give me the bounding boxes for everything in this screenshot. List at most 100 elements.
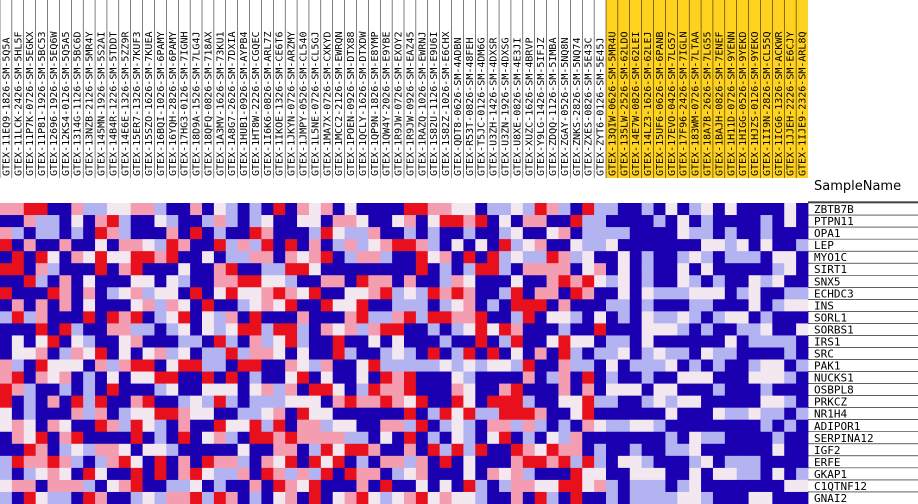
heatmap-cell	[712, 275, 726, 288]
heatmap-cell	[11, 419, 25, 433]
heatmap-cell	[606, 419, 619, 433]
heatmap-cell	[510, 311, 524, 324]
heatmap-cell	[308, 311, 322, 324]
heatmap-cell	[475, 479, 488, 493]
gene-label: OPA1	[814, 227, 841, 240]
heatmap-cell	[451, 443, 464, 457]
heatmap-cell	[617, 227, 631, 240]
heatmap-cell	[629, 227, 643, 240]
heatmap-cell	[368, 371, 381, 384]
heatmap-cell	[475, 407, 488, 421]
heatmap-cell	[0, 299, 13, 312]
heatmap-cell	[796, 215, 809, 228]
heatmap-cell	[35, 323, 48, 336]
heatmap-cell	[71, 287, 84, 300]
heatmap-cell	[665, 323, 678, 336]
heatmap-cell	[0, 239, 13, 252]
heatmap-cell	[724, 287, 738, 300]
heatmap-cell	[344, 407, 357, 421]
heatmap-cell	[475, 335, 488, 348]
heatmap-cell	[225, 299, 239, 312]
heatmap-cell	[641, 227, 654, 240]
heatmap-cell	[308, 239, 322, 252]
heatmap-cell	[736, 455, 749, 469]
sample-label: GTEX-13QIW-0626-SM-5MR4U	[607, 32, 618, 177]
heatmap-cell	[320, 395, 334, 409]
heatmap-cell	[629, 491, 643, 504]
heatmap-cell	[356, 359, 369, 372]
heatmap-cell	[142, 419, 155, 433]
heatmap-cell	[784, 371, 797, 384]
heatmap-cell	[796, 239, 809, 252]
heatmap-cell	[463, 275, 476, 288]
heatmap-cell	[83, 395, 96, 409]
heatmap-cell	[463, 479, 476, 493]
heatmap-cell	[724, 239, 738, 252]
heatmap-cell	[510, 383, 524, 397]
heatmap-cell	[261, 227, 274, 240]
heatmap-cell	[463, 299, 476, 312]
heatmap-cell	[35, 443, 48, 457]
heatmap-cell	[225, 275, 239, 288]
heatmap-cell	[166, 323, 179, 336]
heatmap-cell	[380, 311, 393, 324]
heatmap-cell	[427, 239, 441, 252]
heatmap-cell	[297, 275, 310, 288]
heatmap-cell	[320, 323, 334, 336]
heatmap-cell	[677, 215, 690, 228]
heatmap-cell	[760, 407, 773, 421]
heatmap-cell	[653, 287, 666, 300]
heatmap-cell	[118, 299, 132, 312]
heatmap-cell	[380, 479, 393, 493]
heatmap-cell	[249, 359, 262, 372]
heatmap-cell	[665, 287, 678, 300]
heatmap-cell	[653, 359, 666, 372]
heatmap-cell	[130, 239, 143, 252]
heatmap-cell	[95, 215, 108, 228]
heatmap-cell	[784, 215, 797, 228]
heatmap-cell	[748, 287, 761, 300]
heatmap-cell	[368, 359, 381, 372]
heatmap-cell	[166, 407, 179, 421]
heatmap-cell	[427, 287, 441, 300]
heatmap-cell	[558, 347, 571, 360]
heatmap-cell	[510, 443, 524, 457]
heatmap-cell	[106, 383, 120, 397]
sample-label: GTEX-U3ZH-1426-SM-4DXSR	[489, 37, 500, 176]
heatmap-cell	[344, 347, 357, 360]
heatmap-cell	[617, 215, 631, 228]
heatmap-cell	[202, 455, 215, 469]
heatmap-cell	[606, 311, 619, 324]
heatmap-cell	[796, 443, 809, 457]
heatmap-cell	[796, 479, 809, 493]
heatmap-cell	[522, 203, 536, 216]
heatmap-cell	[522, 335, 536, 348]
heatmap-cell	[249, 407, 262, 421]
heatmap-cell	[772, 323, 785, 336]
heatmap-cell	[475, 467, 488, 481]
heatmap-cell	[712, 407, 726, 421]
heatmap-cell	[154, 203, 167, 216]
heatmap-cell	[71, 491, 84, 504]
heatmap-cell	[487, 299, 500, 312]
heatmap-cell	[166, 299, 179, 312]
heatmap-cell	[629, 323, 643, 336]
heatmap-cell	[178, 467, 191, 481]
heatmap-cell	[142, 335, 155, 348]
heatmap-cell	[106, 431, 120, 445]
heatmap-cell	[23, 215, 37, 228]
heatmap-cell	[606, 455, 619, 469]
heatmap-cell	[724, 383, 738, 397]
heatmap-cell	[558, 383, 571, 397]
heatmap-cell	[736, 239, 749, 252]
sample-label: GTEX-14E7W-0826-SM-62LEI	[631, 32, 642, 177]
heatmap-cell	[510, 491, 524, 504]
heatmap-cell	[106, 227, 120, 240]
heatmap-cell	[487, 311, 500, 324]
heatmap-cell	[95, 335, 108, 348]
heatmap-cell	[285, 407, 298, 421]
heatmap-cell	[701, 323, 714, 336]
heatmap-cell	[213, 251, 227, 264]
heatmap-cell	[237, 407, 250, 421]
heatmap-cell	[689, 371, 702, 384]
